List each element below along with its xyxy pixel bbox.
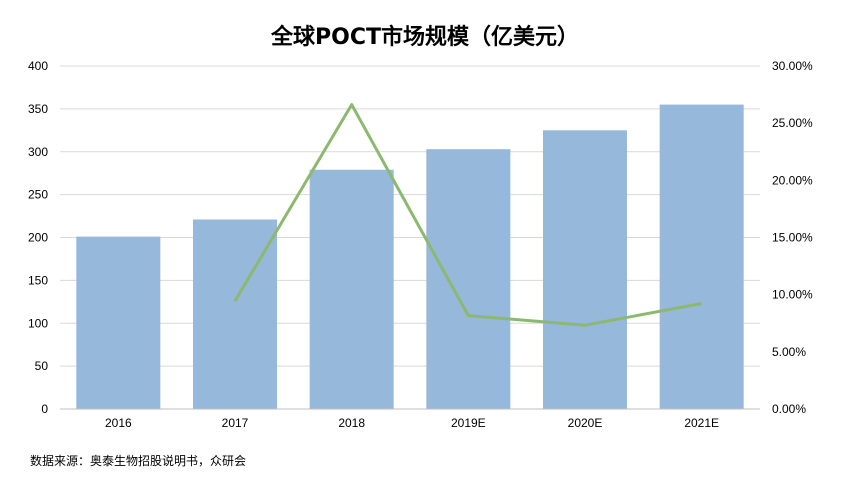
y2-tick-label: 0.00% (772, 402, 806, 416)
y2-tick-label: 30.00% (772, 59, 813, 73)
line-series (233, 103, 702, 327)
y2-tick-label: 15.00% (772, 231, 813, 245)
x-tick-label: 2017 (222, 416, 249, 430)
y2-tick-label: 5.00% (772, 345, 806, 359)
chart-title: 全球POCT市场规模（亿美元） (270, 24, 579, 50)
x-tick-label: 2018 (338, 416, 365, 430)
y-tick-label: 350 (28, 102, 48, 116)
y-tick-label: 50 (35, 359, 49, 373)
growth-line (233, 103, 702, 327)
bar-series (76, 104, 744, 410)
gridlines (60, 65, 760, 367)
x-tick-label: 2016 (105, 416, 132, 430)
bar (543, 130, 627, 409)
y-tick-label: 300 (28, 145, 48, 159)
bar (193, 219, 277, 409)
x-tick-label: 2019E (451, 416, 486, 430)
bar (309, 169, 394, 409)
source-note: 数据来源：奥泰生物招股说明书，众研会 (30, 454, 247, 468)
y-tick-label: 200 (28, 231, 48, 245)
x-tick-label: 2020E (568, 416, 603, 430)
y2-tick-label: 25.00% (772, 116, 813, 130)
y2-tick-label: 10.00% (772, 288, 813, 302)
axes: 0 50 100 150 200 250 300 350 400 0.00% 5.00% 10.00%… (28, 59, 813, 430)
y-tick-label: 150 (28, 273, 48, 287)
y-tick-label: 0 (41, 402, 48, 416)
y2-tick-label: 20.00% (772, 173, 813, 187)
bar (76, 236, 161, 409)
y-tick-label: 100 (28, 316, 48, 330)
y-tick-label: 250 (28, 188, 48, 202)
bar (426, 149, 511, 410)
bar (659, 104, 744, 410)
x-tick-label: 2021E (684, 416, 719, 430)
y-tick-label: 400 (28, 59, 48, 73)
